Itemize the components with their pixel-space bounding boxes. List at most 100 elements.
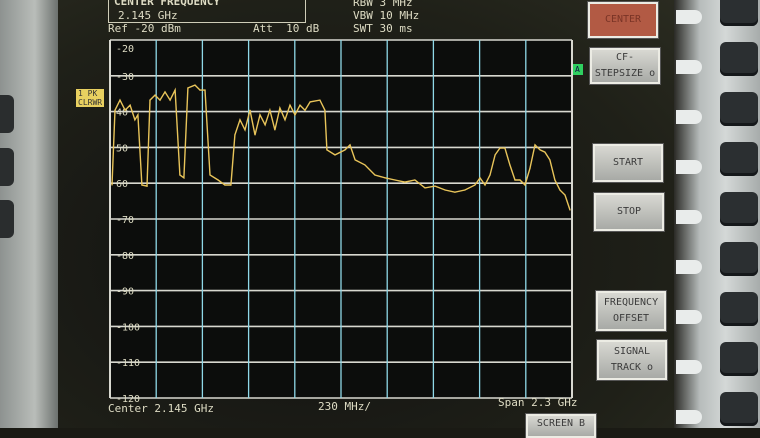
- footer-center: Center 2.145 GHz: [108, 402, 214, 415]
- softkey-signal-track[interactable]: SIGNAL TRACK o: [597, 340, 667, 380]
- trace-point: [334, 154, 336, 156]
- trace-point: [474, 184, 476, 186]
- trace-point: [111, 184, 113, 186]
- y-tick-label: 50: [116, 143, 128, 154]
- softkey-stop[interactable]: STOP: [594, 193, 664, 231]
- trace-point: [159, 99, 161, 101]
- hardware-key[interactable]: [720, 292, 758, 326]
- trace-point: [137, 114, 139, 116]
- rbw: RBW 3 MHz: [353, 0, 413, 9]
- trace-point: [499, 147, 501, 149]
- trace-point: [294, 114, 296, 116]
- bezel-notch: [676, 260, 702, 274]
- trace-point: [254, 134, 256, 136]
- y-tick-label: -20: [116, 44, 134, 55]
- trace-detector: 1 PK: [78, 89, 98, 98]
- center-frequency-label: CENTER FREQUENCY: [114, 0, 220, 8]
- trace-point: [529, 167, 531, 169]
- trace-point: [569, 209, 571, 211]
- y-tick-label: -90: [116, 287, 134, 298]
- trace-point: [509, 164, 511, 166]
- ref-level: Ref -20 dBm: [108, 22, 181, 35]
- trace-point: [279, 107, 281, 109]
- y-tick-label: -100: [116, 322, 140, 333]
- bezel-notch: [676, 360, 702, 374]
- trace-point: [199, 89, 201, 91]
- hardware-key[interactable]: [720, 0, 758, 26]
- trace-point: [384, 177, 386, 179]
- trace-point: [394, 179, 396, 181]
- hardware-key[interactable]: [720, 392, 758, 426]
- y-tick-label: 60: [116, 179, 128, 190]
- trace-point: [169, 99, 171, 101]
- trace-point: [269, 109, 271, 111]
- hardware-key[interactable]: [0, 148, 14, 186]
- indicator-icon: o: [647, 362, 654, 373]
- softkey-label: CENTER: [604, 14, 642, 25]
- softkey-frequency-offset[interactable]: FREQUENCY OFFSET: [596, 291, 666, 331]
- trace-point: [284, 119, 286, 121]
- y-tick-label: -70: [116, 215, 134, 226]
- bezel-notch: [676, 60, 702, 74]
- center-frequency-box: [108, 0, 306, 23]
- trace-point: [484, 184, 486, 186]
- trace-point: [149, 99, 151, 101]
- trace-point: [304, 109, 306, 111]
- trace-badge: 1 PK CLRWR: [76, 89, 105, 107]
- hardware-key[interactable]: [720, 342, 758, 376]
- trace-point: [224, 184, 226, 186]
- trace-point: [309, 101, 311, 103]
- y-tick-label: -110: [116, 358, 140, 369]
- hardware-key[interactable]: [720, 192, 758, 226]
- softkey-start[interactable]: START: [593, 144, 663, 182]
- hardware-key[interactable]: [720, 42, 758, 76]
- y-tick-label: 40: [116, 108, 128, 119]
- trace-point: [504, 147, 506, 149]
- y-tick-label: -30: [116, 72, 134, 83]
- softkey-center[interactable]: CENTER: [588, 2, 658, 38]
- trace-point: [187, 87, 189, 89]
- trace-point: [549, 159, 551, 161]
- trace-point: [544, 151, 546, 153]
- trace-point: [114, 109, 116, 111]
- footer-span: Span 2.3 GHz: [498, 396, 578, 409]
- softkey-cf-stepsize[interactable]: CF- STEPSIZE o: [590, 48, 660, 84]
- bezel-notch: [676, 110, 702, 124]
- indicator-icon: o: [649, 68, 656, 79]
- hardware-key[interactable]: [0, 200, 14, 238]
- trace-point: [129, 104, 131, 106]
- trace-point: [134, 119, 136, 121]
- softkey-label: SIGNAL: [613, 346, 651, 357]
- trace-point: [494, 154, 496, 156]
- trace-point: [154, 94, 156, 96]
- hardware-key[interactable]: [0, 95, 14, 133]
- screen-b-label: SCREEN B: [536, 418, 586, 429]
- hardware-key[interactable]: [720, 92, 758, 126]
- sweep-time: SWT 30 ms: [353, 22, 413, 35]
- y-tick-label: -120: [116, 394, 140, 405]
- center-frequency-value: 2.145 GHz: [118, 9, 178, 22]
- trace-point: [264, 124, 266, 126]
- trace-point: [554, 179, 556, 181]
- softkey-label: STOP: [616, 206, 642, 217]
- trace-point: [454, 191, 456, 193]
- spectrum-chart: -20 -30 40 50 60 -70 -80 -90 -100 -110 -120: [109, 39, 573, 405]
- trace-point: [234, 134, 236, 136]
- trace-point: [564, 194, 566, 196]
- trace-point: [146, 185, 148, 187]
- trace-point: [354, 159, 356, 161]
- trace-point: [444, 189, 446, 191]
- trace-point: [364, 164, 366, 166]
- trace-point: [539, 149, 541, 151]
- footer-scale: 230 MHz/: [318, 400, 371, 413]
- trace-point: [524, 184, 526, 186]
- trace-point: [559, 189, 561, 191]
- trace-point: [514, 179, 516, 181]
- trace-point: [244, 129, 246, 131]
- screen-b-button[interactable]: SCREEN B: [526, 414, 596, 438]
- y-tick-label: -80: [116, 251, 134, 262]
- trace-point: [404, 181, 406, 183]
- softkey-label: OFFSET: [612, 313, 650, 324]
- hardware-key[interactable]: [720, 242, 758, 276]
- hardware-key[interactable]: [720, 142, 758, 176]
